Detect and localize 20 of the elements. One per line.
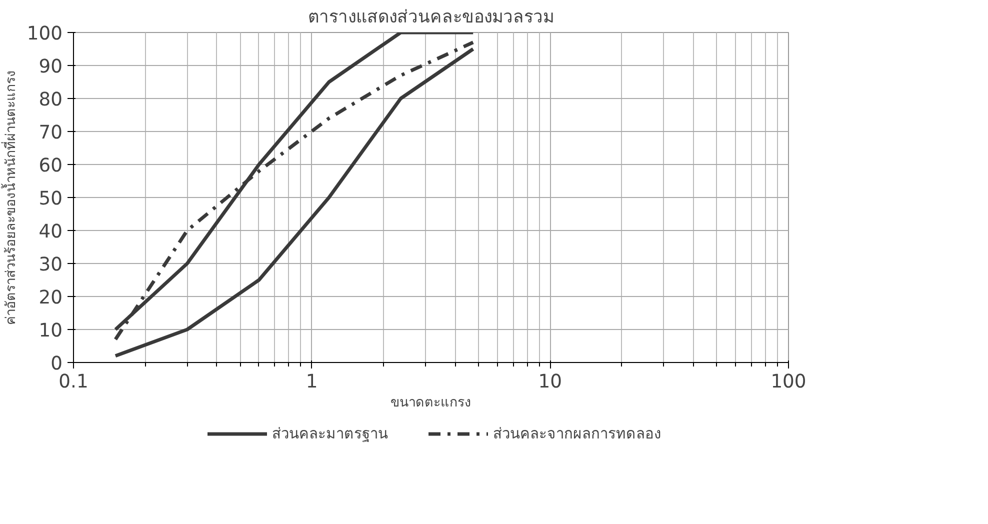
x-tick-label: 10 <box>538 372 562 392</box>
y-tick-label: 100 <box>26 24 62 44</box>
y-axis-title: ค่าอัตราส่วนร้อยละของน้ำหนักที่ผ่านตะแกรง <box>0 70 19 325</box>
y-tick-label: 10 <box>38 320 63 342</box>
y-tick-label: 60 <box>38 156 63 176</box>
y-tick-label: 30 <box>38 254 63 276</box>
y-tick-label: 90 <box>38 56 63 78</box>
x-axis-title: ขนาดตะแกรง <box>390 396 472 410</box>
chart-title: ตารางแสดงส่วนคละของมวลรวม <box>308 8 554 28</box>
y-tick-label: 0 <box>50 354 63 374</box>
legend-label: ส่วนคละจากผลการทดลอง <box>493 424 661 444</box>
y-tick-label: 40 <box>38 222 63 242</box>
y-tick-label: 20 <box>38 288 63 308</box>
y-tick-label: 80 <box>38 90 63 110</box>
x-tick-label: 1 <box>306 372 318 392</box>
y-tick-label: 70 <box>38 122 63 144</box>
legend-label: ส่วนคละมาตรฐาน <box>272 424 388 444</box>
x-tick-label: 0.1 <box>58 372 88 392</box>
y-tick-label: 50 <box>38 188 63 210</box>
x-tick-label: 100 <box>770 372 806 392</box>
